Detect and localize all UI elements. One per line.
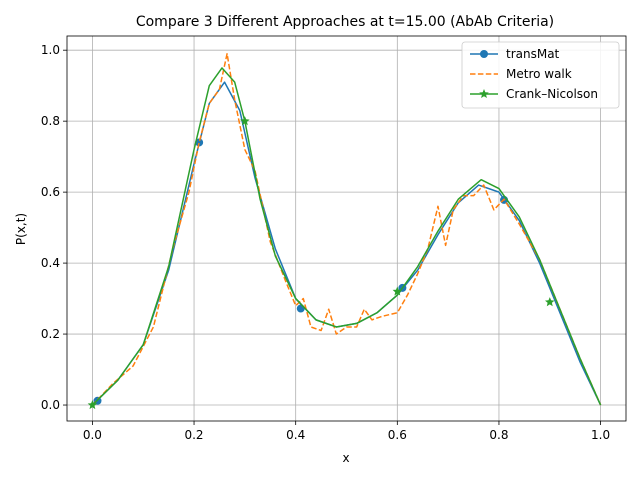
series-0-point-2 — [296, 304, 305, 313]
x-tick-label-4: 0.8 — [489, 428, 508, 442]
x-tick-label-3: 0.6 — [388, 428, 407, 442]
y-tick-label-3: 0.6 — [41, 185, 60, 199]
x-tick-label-2: 0.4 — [286, 428, 305, 442]
series-line-2 — [91, 67, 602, 406]
plot-frame — [66, 35, 627, 422]
ticks: 0.0 0.2 0.4 0.6 0.8 1.0 0.0 0.2 0.4 0.6 0.8 1.0 — [41, 43, 610, 442]
series-2 — [87, 67, 602, 410]
legend-marker-0 — [480, 50, 488, 58]
legend-label-1: Metro walk — [506, 67, 572, 81]
y-tick-label-1: 0.2 — [41, 327, 60, 341]
series-2-point-1 — [240, 116, 250, 126]
chart-title: Compare 3 Different Approaches at t=15.0… — [136, 14, 554, 30]
y-tick-label-2: 0.4 — [41, 256, 60, 270]
series-2-point-0 — [87, 400, 98, 410]
legend-label-2: Crank–Nicolson — [506, 87, 598, 101]
y-tick-label-4: 0.8 — [41, 114, 60, 128]
series-0 — [91, 81, 602, 406]
series-line-0 — [91, 81, 602, 406]
legend-box — [461, 41, 620, 109]
y-tick-label-5: 1.0 — [41, 43, 60, 57]
y-tick-label-0: 0.0 — [41, 398, 60, 412]
x-tick-label-5: 1.0 — [591, 428, 610, 442]
series-line-1 — [91, 52, 602, 406]
series-1 — [91, 52, 602, 406]
series-group — [87, 52, 602, 410]
x-tick-label-1: 0.2 — [184, 428, 203, 442]
series-0-point-1 — [195, 138, 204, 147]
legend-marker-2 — [479, 89, 489, 98]
series-2-point-3 — [545, 297, 555, 307]
legend: transMat Metro walk Crank–Nicolson — [461, 41, 620, 109]
legend-label-0: transMat — [506, 47, 560, 61]
x-tick-label-0: 0.0 — [83, 428, 102, 442]
series-2-point-2 — [392, 286, 403, 296]
y-axis-label: P(x,t) — [14, 213, 28, 245]
x-axis-label: x — [342, 451, 349, 465]
